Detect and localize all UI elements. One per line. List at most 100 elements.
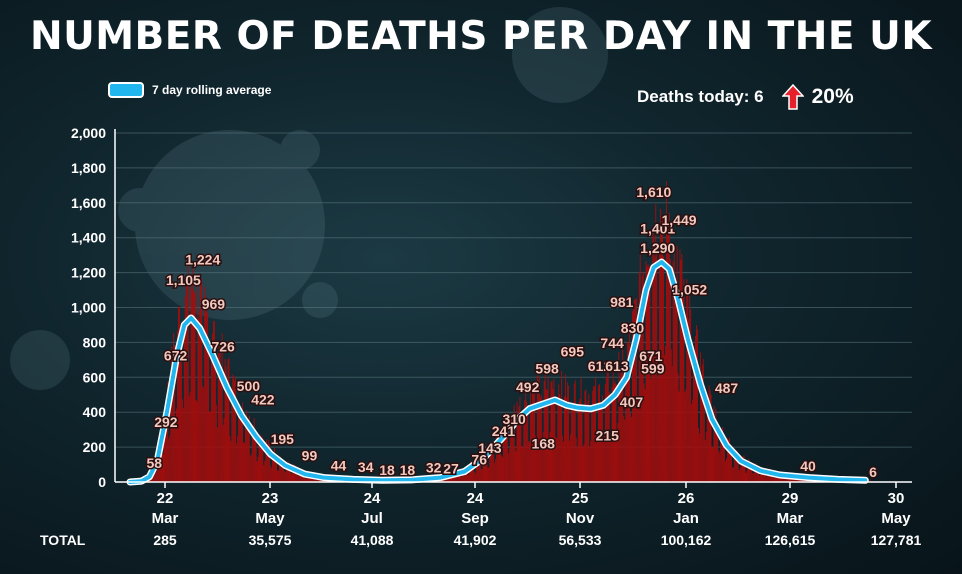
bar [537, 380, 539, 482]
y-tick-label: 0 [98, 474, 106, 490]
bar [516, 401, 518, 482]
bar [505, 420, 507, 482]
bar [494, 463, 496, 482]
bar [691, 404, 693, 482]
bar [695, 336, 696, 482]
bar [241, 414, 242, 482]
bar [617, 422, 619, 482]
x-tick-day: 24 [467, 490, 484, 507]
bar [649, 265, 651, 482]
bar [160, 438, 162, 482]
bar [677, 373, 679, 482]
bar [229, 436, 231, 482]
bar [648, 267, 650, 482]
data-label: 695 [561, 344, 585, 360]
bar [631, 417, 632, 482]
bar [575, 437, 577, 482]
bar [192, 263, 194, 482]
bar [704, 439, 706, 482]
bar [208, 344, 210, 482]
bar [719, 452, 721, 482]
bar [281, 460, 283, 482]
bar [483, 447, 485, 482]
y-tick-label: 1,600 [71, 195, 106, 211]
bar [231, 391, 233, 482]
bar [672, 261, 674, 482]
bar [287, 461, 289, 482]
bar [670, 349, 672, 482]
data-label: 407 [620, 394, 644, 410]
bar [175, 420, 177, 482]
bar [539, 397, 541, 482]
bar [762, 468, 764, 482]
bar [752, 473, 754, 482]
bar [558, 384, 560, 482]
data-label: 1,401 [640, 221, 675, 237]
bar [654, 256, 656, 482]
total-label: TOTAL [40, 532, 86, 548]
bar [555, 436, 557, 482]
x-tick-day: 30 [888, 490, 905, 507]
bar [722, 427, 724, 482]
x-tick-month: Mar [152, 510, 179, 527]
bar [217, 350, 219, 482]
bar [661, 231, 663, 482]
bar [237, 435, 239, 482]
bar [743, 455, 745, 482]
bar [222, 424, 224, 482]
bar [243, 442, 244, 482]
data-label: 18 [379, 462, 395, 478]
bar [786, 478, 788, 482]
bar [492, 446, 494, 482]
data-label: 195 [271, 431, 295, 447]
bar [481, 468, 483, 482]
bar [773, 478, 775, 482]
bar [588, 393, 590, 482]
bar [465, 467, 467, 482]
bar [609, 440, 611, 482]
bar [527, 409, 529, 482]
bar [493, 441, 495, 482]
bar [233, 377, 235, 482]
bar [758, 467, 760, 482]
bar [304, 477, 306, 482]
bar [276, 470, 278, 482]
bar [772, 476, 774, 482]
bar [165, 408, 167, 482]
bar [512, 419, 514, 482]
bar [580, 377, 582, 482]
bar [730, 446, 732, 482]
bar [726, 458, 727, 482]
bar [702, 358, 704, 482]
bar [623, 416, 625, 482]
bar [634, 299, 636, 482]
bar [586, 404, 588, 482]
bar [570, 403, 572, 482]
bar [794, 479, 795, 482]
bar [236, 443, 238, 482]
data-label: 292 [154, 414, 178, 430]
bar [296, 468, 298, 482]
bar [218, 342, 220, 482]
bar [674, 283, 676, 482]
bar [479, 458, 481, 482]
bar [760, 474, 761, 482]
bar [502, 457, 503, 482]
bar [269, 444, 271, 482]
bar [292, 466, 294, 482]
bar [620, 373, 622, 482]
bar [627, 341, 629, 482]
bar [733, 451, 735, 482]
bar [657, 377, 659, 482]
bar [284, 472, 286, 482]
bar [589, 446, 591, 482]
bar [682, 294, 684, 482]
bar [498, 426, 500, 482]
bar [560, 402, 562, 482]
bar [470, 461, 471, 482]
bar [765, 476, 767, 482]
bar [736, 450, 738, 482]
bar [482, 453, 484, 482]
bar [664, 345, 666, 482]
bar [584, 390, 586, 482]
